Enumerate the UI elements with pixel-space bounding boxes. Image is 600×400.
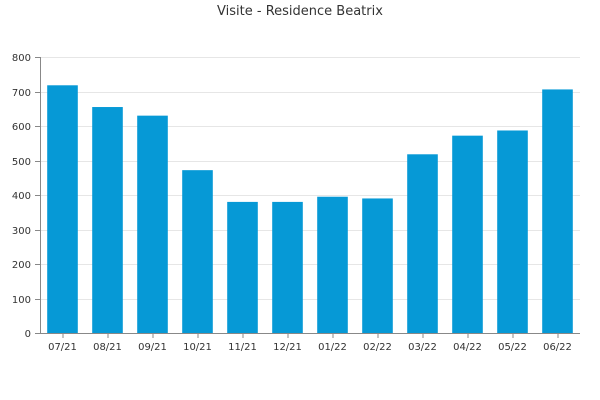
bar-08-21[interactable] (92, 107, 123, 333)
x-tick-label: 05/22 (498, 342, 527, 353)
bar-09-21[interactable] (137, 115, 168, 334)
chart-title: Visite - Residence Beatrix (217, 4, 383, 19)
bar-layer (47, 85, 573, 334)
bar-01-22[interactable] (317, 196, 348, 333)
y-tick-label: 300 (12, 226, 31, 237)
bar-02-22[interactable] (362, 198, 393, 333)
x-tick-label: 02/22 (363, 342, 392, 353)
bar-06-22[interactable] (542, 89, 573, 334)
y-tick-label: 100 (12, 295, 31, 306)
x-tick-label: 01/22 (318, 342, 347, 353)
x-tick-label: 09/21 (138, 342, 167, 353)
x-tick-label: 04/22 (453, 342, 482, 353)
x-tick-label: 08/21 (93, 342, 122, 353)
axis-layer (35, 57, 580, 338)
y-tick-label: 600 (12, 122, 31, 133)
y-tick-label: 800 (12, 53, 31, 64)
bar-12-21[interactable] (272, 201, 303, 333)
x-tick-label: 10/21 (183, 342, 212, 353)
x-tick-label: 06/22 (543, 342, 572, 353)
y-tick-labels: 0 100 200 300 400 500 600 700 800 (12, 53, 31, 340)
y-tick-label: 400 (12, 191, 31, 202)
bar-05-22[interactable] (497, 130, 528, 333)
x-tick-label: 03/22 (408, 342, 437, 353)
grid-layer (40, 57, 580, 300)
x-tick-labels: 07/21 08/21 09/21 10/21 11/21 12/21 01/22 02/22… (48, 342, 572, 353)
y-tick-label: 700 (12, 88, 31, 99)
bar-10-21[interactable] (182, 170, 213, 333)
x-tick-label: 12/21 (273, 342, 302, 353)
y-tick-label: 200 (12, 260, 31, 271)
bar-07-21[interactable] (47, 85, 78, 333)
y-tick-label: 0 (25, 329, 31, 340)
bar-04-22[interactable] (452, 135, 483, 333)
bar-11-21[interactable] (227, 201, 258, 333)
x-tick-label: 11/21 (228, 342, 257, 353)
x-tick-label: 07/21 (48, 342, 77, 353)
y-tick-label: 500 (12, 157, 31, 168)
bar-03-22[interactable] (407, 154, 438, 333)
